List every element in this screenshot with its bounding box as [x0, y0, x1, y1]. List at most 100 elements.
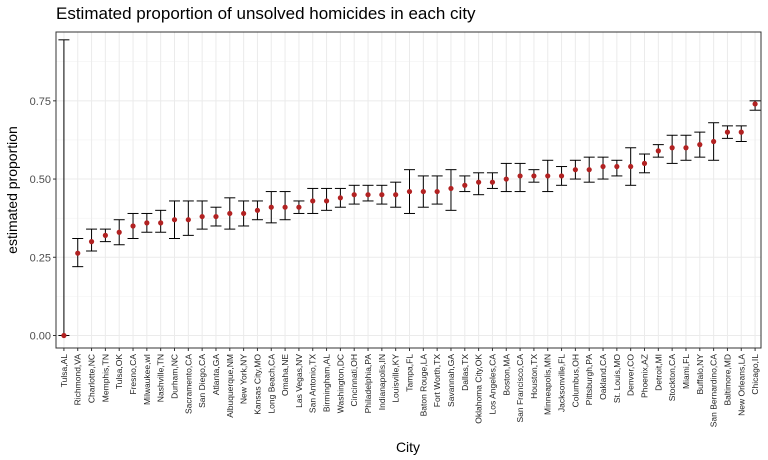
data-point	[655, 148, 661, 154]
data-point	[628, 163, 634, 170]
x-tick-label: Birmingham,AL	[322, 354, 332, 412]
x-tick-label: San Bernardino,CA	[709, 354, 719, 428]
data-point	[420, 188, 426, 195]
data-point	[572, 167, 578, 173]
data-point	[379, 192, 385, 198]
data-point	[213, 213, 219, 220]
data-point	[517, 173, 523, 179]
x-tick-label: St. Louis,MO	[612, 354, 622, 404]
x-tick-label: Miami,FL	[681, 354, 691, 389]
x-tick-label: Memphis,TN	[100, 354, 110, 402]
x-tick-label: Phoenix,AZ	[640, 354, 650, 398]
data-point	[130, 223, 136, 229]
data-point	[586, 167, 592, 173]
x-tick-label: Richmond,VA	[73, 354, 83, 406]
x-tick-label: Sacramento,CA	[183, 354, 193, 414]
x-tick-label: Albuquerque,NM	[225, 354, 235, 418]
data-point	[282, 204, 288, 210]
data-point	[406, 188, 413, 195]
chart-title: Estimated proportion of unsolved homicid…	[56, 4, 476, 23]
x-tick-label: Denver,CO	[626, 354, 636, 396]
x-tick-label: Columbus,OH	[570, 354, 580, 407]
data-point	[199, 213, 205, 220]
x-tick-label: Charlotte,NC	[87, 354, 97, 403]
y-tick-label: 0.25	[30, 252, 51, 264]
data-point	[669, 145, 675, 151]
data-point	[600, 163, 606, 170]
data-point	[241, 210, 247, 217]
data-point	[503, 176, 509, 182]
data-point	[724, 129, 731, 135]
x-tick-label: Fresno,CA	[128, 354, 138, 395]
data-point	[158, 220, 164, 226]
x-tick-label: Indianapolis,IN	[377, 354, 387, 410]
x-tick-label: Savannah,GA	[446, 354, 456, 407]
x-tick-label: San Diego,CA	[197, 354, 207, 408]
x-tick-label: Cincinnati,OH	[349, 354, 359, 406]
y-tick-label: 0.75	[30, 96, 51, 108]
data-point	[61, 332, 67, 339]
data-point	[558, 173, 565, 179]
x-tick-label: New Orleans,LA	[736, 354, 746, 416]
data-point	[752, 101, 758, 107]
data-point	[641, 160, 648, 167]
x-tick-label: Stockton,CA	[667, 354, 677, 402]
x-tick-label: Jacksonville,FL	[557, 354, 567, 412]
data-point	[531, 173, 537, 179]
y-tick-label: 0.50	[30, 174, 51, 186]
data-point	[144, 220, 150, 226]
x-tick-label: Baltimore,MD	[722, 354, 732, 405]
data-point	[102, 232, 108, 238]
data-point	[254, 207, 261, 213]
data-point	[711, 138, 717, 145]
x-tick-label: Houston,TX	[529, 354, 539, 399]
data-point	[434, 188, 440, 195]
data-point	[310, 198, 316, 204]
x-tick-label: Milwaukee,wI	[142, 354, 152, 405]
x-tick-label: Pittsburgh,PA	[584, 354, 594, 406]
data-point	[489, 179, 496, 185]
x-tick-label: Omaha,NE	[280, 354, 290, 396]
data-point	[738, 129, 744, 135]
data-point	[116, 229, 122, 235]
data-point	[268, 204, 274, 210]
data-point	[545, 173, 551, 179]
series-errorbars	[58, 39, 761, 339]
x-tick-label: Nashville,TN	[156, 354, 166, 402]
x-tick-label: San Antonio,TX	[308, 354, 318, 413]
data-point	[448, 185, 454, 192]
data-point	[171, 217, 178, 223]
x-tick-label: Baton Rouge,LA	[418, 354, 428, 417]
data-point	[697, 142, 703, 148]
grid-lines	[56, 32, 761, 348]
x-tick-label: Tampa,FL	[405, 354, 415, 392]
x-tick-label: Tulsa,AL	[59, 354, 69, 388]
x-tick-label: Durham,NC	[170, 354, 180, 399]
x-tick-label: Chicago,IL	[750, 354, 760, 395]
data-point	[185, 217, 191, 223]
data-point	[323, 198, 330, 204]
y-axis-title: estimated proportion	[4, 126, 20, 254]
data-point	[683, 145, 689, 151]
x-tick-label: Tulsa,OK	[114, 354, 124, 389]
data-point	[88, 239, 95, 245]
x-tick-label: Detroit,MI	[653, 354, 663, 391]
x-tick-label: Louisville,KY	[391, 354, 401, 403]
x-tick-label: Kansas City,MO	[252, 354, 262, 415]
plot-border	[55, 31, 762, 349]
x-tick-label: Boston,MA	[501, 354, 511, 396]
data-point	[614, 163, 620, 170]
x-tick-label: Las Vegas,NV	[294, 354, 304, 408]
x-tick-label: San Francisco,CA	[515, 354, 525, 423]
x-tick-label: New York,NY	[239, 354, 249, 404]
x-tick-label: Atlanta,GA	[211, 354, 221, 395]
x-axis-title: City	[396, 439, 420, 455]
x-tick-label: Fort Worth,TX	[432, 354, 442, 408]
axes: 0.00 0.25 0.50 0.75 Tulsa,AL Richmond,VA Charl…	[30, 96, 761, 427]
data-point	[462, 182, 468, 188]
x-tick-label: Minneapolis,MN	[543, 354, 553, 415]
data-point	[393, 192, 399, 198]
x-tick-label: Oakland,CA	[598, 354, 608, 400]
x-tick-label: Buffalo,NY	[695, 354, 705, 395]
